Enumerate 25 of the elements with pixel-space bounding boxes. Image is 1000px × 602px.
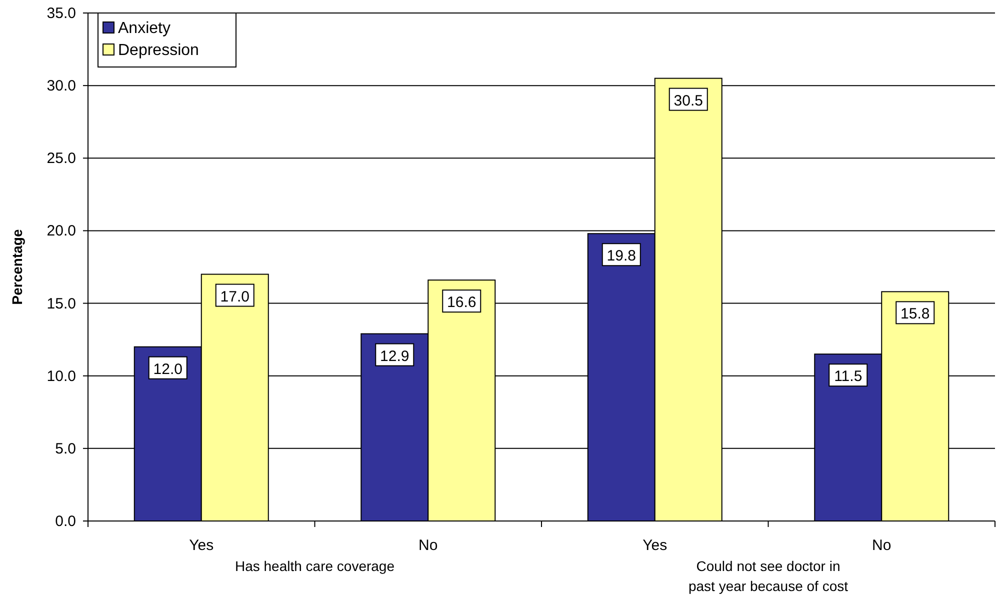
data-label: 12.0: [153, 360, 182, 378]
y-tick-label: 35.0: [46, 5, 76, 22]
y-tick-label: 10.0: [46, 368, 76, 385]
data-label: 11.5: [834, 368, 862, 386]
data-label: 17.0: [220, 288, 250, 306]
y-tick-label: 25.0: [46, 150, 76, 168]
text: Could not see doctor in past year because of cost: [688, 558, 848, 594]
legend-label: Depression: [118, 42, 199, 59]
x-tick-label: Yes: [642, 537, 668, 554]
y-tick-label: 20.0: [46, 222, 76, 240]
y-tick-label: 0.0: [55, 513, 76, 530]
data-label: 30.5: [674, 92, 703, 110]
x-tick-label: No: [418, 537, 438, 554]
text: Has health care coverage: [234, 558, 395, 574]
data-label: 12.9: [380, 348, 410, 365]
data-label: 16.6: [447, 294, 476, 312]
y-tick-label: 30.0: [46, 78, 76, 95]
data-label: 15.8: [900, 306, 930, 323]
y-tick-label: 15.0: [46, 295, 76, 312]
x-tick-label: Yes: [189, 537, 214, 554]
legend-label: Anxiety: [118, 20, 170, 37]
y-tick-label: 5.0: [55, 440, 76, 458]
data-label: 19.8: [606, 248, 636, 265]
x-tick-label: No: [872, 537, 892, 554]
y-axis-title: Percentage: [9, 229, 25, 305]
